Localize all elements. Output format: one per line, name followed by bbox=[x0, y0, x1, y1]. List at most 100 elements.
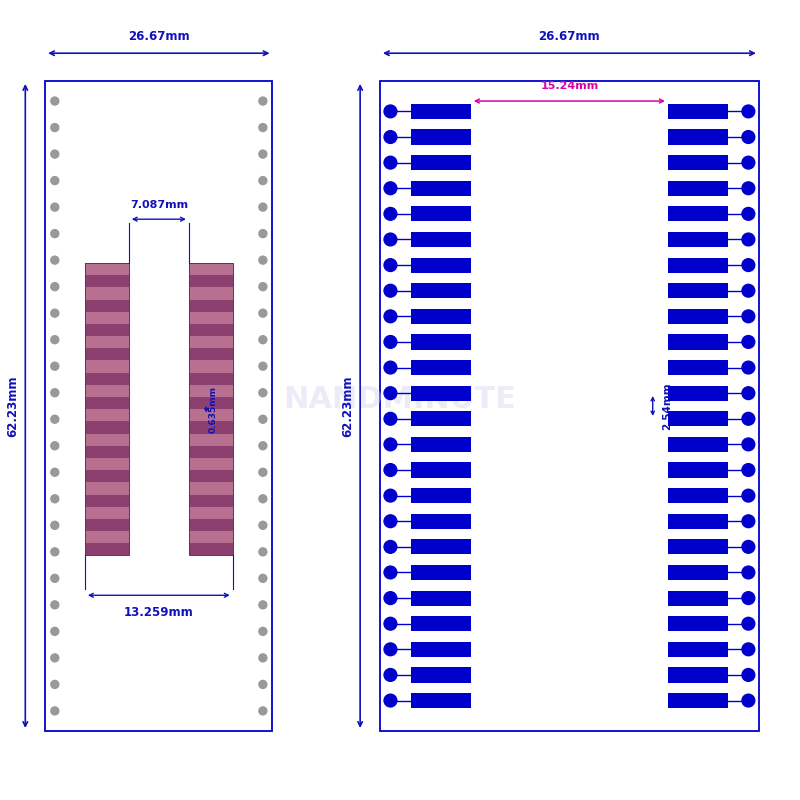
Circle shape bbox=[259, 362, 267, 370]
Bar bbox=[85, 275, 129, 287]
Bar bbox=[668, 104, 728, 119]
Circle shape bbox=[742, 258, 754, 271]
Circle shape bbox=[384, 464, 397, 476]
Circle shape bbox=[259, 282, 267, 290]
Bar bbox=[189, 531, 233, 543]
Circle shape bbox=[259, 97, 267, 105]
Circle shape bbox=[51, 362, 58, 370]
Bar bbox=[85, 397, 129, 410]
Bar bbox=[189, 324, 233, 336]
Circle shape bbox=[259, 415, 267, 423]
Circle shape bbox=[51, 230, 58, 238]
Bar bbox=[85, 348, 129, 361]
Circle shape bbox=[384, 618, 397, 630]
Bar bbox=[189, 312, 233, 324]
Bar bbox=[85, 373, 129, 385]
Circle shape bbox=[51, 150, 58, 158]
Text: 15.24mm: 15.24mm bbox=[540, 82, 598, 91]
Circle shape bbox=[259, 309, 267, 317]
Circle shape bbox=[259, 654, 267, 662]
Circle shape bbox=[51, 681, 58, 688]
Bar bbox=[189, 385, 233, 397]
Circle shape bbox=[259, 574, 267, 582]
Circle shape bbox=[742, 233, 754, 246]
Circle shape bbox=[742, 182, 754, 194]
Bar bbox=[189, 482, 233, 494]
Bar bbox=[85, 361, 129, 373]
Bar bbox=[411, 232, 471, 247]
Circle shape bbox=[742, 515, 754, 528]
Circle shape bbox=[51, 309, 58, 317]
Bar bbox=[189, 410, 233, 422]
Circle shape bbox=[384, 156, 397, 169]
Bar bbox=[411, 309, 471, 324]
Bar bbox=[411, 334, 471, 350]
Bar bbox=[189, 336, 233, 348]
Circle shape bbox=[259, 548, 267, 556]
Bar bbox=[85, 458, 129, 470]
Bar bbox=[411, 565, 471, 580]
Circle shape bbox=[259, 707, 267, 715]
Circle shape bbox=[51, 601, 58, 609]
Bar bbox=[411, 155, 471, 170]
Bar bbox=[668, 258, 728, 273]
Circle shape bbox=[384, 694, 397, 707]
Bar bbox=[411, 667, 471, 682]
Bar bbox=[411, 386, 471, 401]
Circle shape bbox=[384, 669, 397, 682]
Circle shape bbox=[742, 669, 754, 682]
Bar bbox=[411, 283, 471, 298]
Circle shape bbox=[384, 105, 397, 118]
Bar bbox=[189, 348, 233, 361]
Bar bbox=[668, 130, 728, 145]
Circle shape bbox=[51, 123, 58, 131]
Circle shape bbox=[384, 438, 397, 450]
Bar bbox=[668, 565, 728, 580]
Circle shape bbox=[384, 284, 397, 297]
Circle shape bbox=[259, 203, 267, 211]
Circle shape bbox=[259, 681, 267, 688]
Bar bbox=[668, 616, 728, 631]
Bar bbox=[85, 422, 129, 434]
Circle shape bbox=[259, 256, 267, 264]
Bar bbox=[411, 693, 471, 708]
Circle shape bbox=[51, 203, 58, 211]
Circle shape bbox=[742, 105, 754, 118]
Bar bbox=[189, 494, 233, 506]
Bar bbox=[668, 462, 728, 478]
Circle shape bbox=[259, 468, 267, 476]
Circle shape bbox=[742, 335, 754, 348]
Circle shape bbox=[384, 386, 397, 399]
Bar bbox=[189, 543, 233, 555]
Bar bbox=[411, 130, 471, 145]
Bar bbox=[189, 263, 233, 275]
Bar bbox=[668, 437, 728, 452]
Circle shape bbox=[742, 130, 754, 143]
Bar bbox=[189, 275, 233, 287]
Circle shape bbox=[742, 541, 754, 554]
Bar bbox=[668, 386, 728, 401]
Bar bbox=[668, 488, 728, 503]
Circle shape bbox=[384, 335, 397, 348]
Circle shape bbox=[259, 522, 267, 530]
Circle shape bbox=[384, 490, 397, 502]
Circle shape bbox=[51, 548, 58, 556]
Circle shape bbox=[259, 442, 267, 450]
Bar bbox=[85, 263, 129, 555]
Bar bbox=[411, 206, 471, 222]
Circle shape bbox=[742, 464, 754, 476]
Bar bbox=[85, 263, 129, 275]
Circle shape bbox=[742, 566, 754, 579]
Circle shape bbox=[384, 643, 397, 656]
Bar bbox=[85, 299, 129, 312]
Circle shape bbox=[742, 284, 754, 297]
Text: 2.54mm: 2.54mm bbox=[662, 382, 672, 430]
Bar bbox=[411, 462, 471, 478]
Bar bbox=[189, 299, 233, 312]
Bar bbox=[85, 434, 129, 446]
Text: 26.67mm: 26.67mm bbox=[538, 30, 600, 43]
Circle shape bbox=[384, 182, 397, 194]
Bar bbox=[85, 470, 129, 482]
Text: 62.23mm: 62.23mm bbox=[341, 375, 354, 437]
Circle shape bbox=[742, 643, 754, 656]
